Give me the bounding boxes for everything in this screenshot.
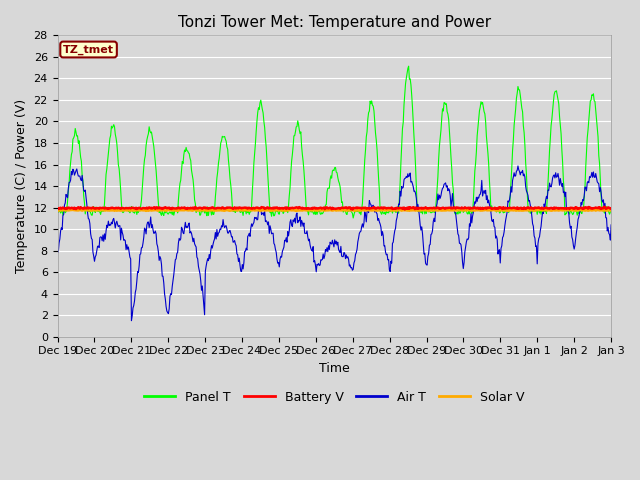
Solar V [54,208,61,214]
Battery V [419,205,426,211]
Solar V [403,207,410,213]
Panel T [404,63,412,69]
Air T [54,250,61,256]
Air T [207,248,214,253]
Legend: Panel T, Battery V, Air T, Solar V: Panel T, Battery V, Air T, Solar V [139,386,529,409]
Panel T [403,75,410,81]
Battery V [403,206,410,212]
Solar V [207,207,214,213]
Air T [127,318,135,324]
Air T [403,174,410,180]
Y-axis label: Temperature (C) / Power (V): Temperature (C) / Power (V) [15,99,28,273]
Battery V [54,206,61,212]
Panel T [54,205,61,211]
Battery V [64,205,72,211]
Battery V [600,204,608,210]
Panel T [607,205,615,211]
Battery V [121,205,129,211]
X-axis label: Time: Time [319,362,349,375]
Solar V [64,207,72,213]
Solar V [164,206,172,212]
Panel T [349,215,357,221]
Text: TZ_tmet: TZ_tmet [63,44,114,55]
Solar V [178,207,186,213]
Battery V [206,205,214,211]
Panel T [206,206,214,212]
Battery V [607,205,615,211]
Line: Panel T: Panel T [58,66,611,218]
Air T [607,222,615,228]
Line: Solar V: Solar V [58,209,611,211]
Panel T [121,205,129,211]
Air T [64,195,72,201]
Solar V [531,208,538,214]
Panel T [64,199,72,204]
Panel T [419,207,427,213]
Solar V [121,207,129,213]
Title: Tonzi Tower Met: Temperature and Power: Tonzi Tower Met: Temperature and Power [178,15,491,30]
Air T [121,237,129,243]
Panel T [177,178,184,183]
Line: Battery V: Battery V [58,207,611,209]
Air T [514,163,522,169]
Air T [178,224,186,230]
Air T [419,230,426,236]
Solar V [607,208,615,214]
Solar V [419,207,426,213]
Battery V [349,206,356,212]
Battery V [177,205,184,211]
Line: Air T: Air T [58,166,611,321]
